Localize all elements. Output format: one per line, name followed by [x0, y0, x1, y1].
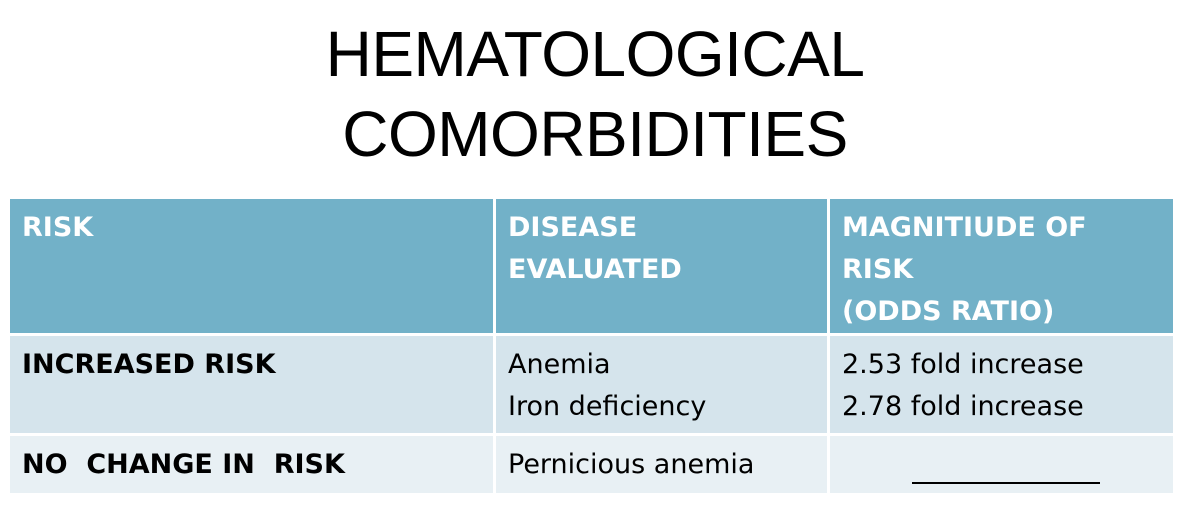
header-magnitude-line-3: (ODDS RATIO) [842, 296, 1055, 327]
magnitude-cell [827, 433, 1176, 496]
disease-cell: Anemia Iron deficiency [493, 333, 830, 436]
magnitude-blank-line [912, 482, 1100, 484]
header-disease-line-2: EVALUATED [508, 254, 682, 285]
slide-title: HEMATOLOGICAL COMORBIDITIES [0, 14, 1190, 174]
header-risk: RISK [7, 196, 496, 336]
header-magnitude-line-1: MAGNITIUDE OF [842, 212, 1087, 243]
magnitude-anemia: 2.53 fold increase [842, 349, 1084, 380]
magnitude-cell: 2.53 fold increase 2.78 fold increase [827, 333, 1176, 436]
header-risk-label: RISK [22, 212, 94, 243]
table-header-row: RISK DISEASE EVALUATED MAGNITIUDE OF RIS… [7, 196, 1176, 336]
table-row-increased-risk: INCREASED RISK Anemia Iron deficiency 2.… [7, 333, 1176, 436]
header-magnitude-line-2: RISK [842, 254, 914, 285]
table-row-no-change-in-risk: NO CHANGE IN RISK Pernicious anemia [7, 433, 1176, 496]
slide-title-line-2: COMORBIDITIES [342, 98, 848, 170]
header-disease-evaluated: DISEASE EVALUATED [493, 196, 830, 336]
header-disease-line-1: DISEASE [508, 212, 638, 243]
disease-iron-deficiency: Iron deficiency [508, 391, 707, 422]
header-magnitude-of-risk: MAGNITIUDE OF RISK (ODDS RATIO) [827, 196, 1176, 336]
comorbidity-risk-table: RISK DISEASE EVALUATED MAGNITIUDE OF RIS… [7, 196, 1176, 496]
disease-cell: Pernicious anemia [493, 433, 830, 496]
slide-title-line-1: HEMATOLOGICAL [325, 18, 865, 90]
disease-anemia: Anemia [508, 349, 611, 380]
disease-pernicious-anemia: Pernicious anemia [508, 449, 755, 480]
risk-label: NO CHANGE IN RISK [22, 449, 345, 480]
risk-cell: INCREASED RISK [7, 333, 496, 436]
magnitude-iron-deficiency: 2.78 fold increase [842, 391, 1084, 422]
risk-label: INCREASED RISK [22, 349, 276, 380]
risk-cell: NO CHANGE IN RISK [7, 433, 496, 496]
